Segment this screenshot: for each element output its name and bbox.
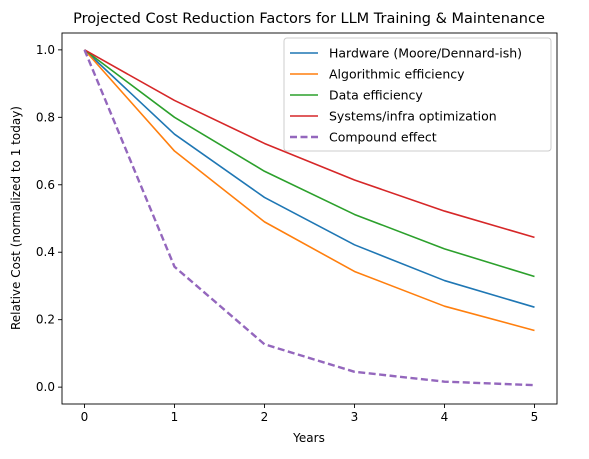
legend-label-3: Systems/infra optimization	[329, 109, 497, 124]
legend-label-2: Data efficiency	[329, 88, 423, 103]
x-tick-label: 3	[351, 410, 359, 424]
y-tick-label: 0.2	[36, 313, 55, 327]
y-tick-label: 1.0	[36, 43, 55, 57]
x-tick-label: 2	[261, 410, 269, 424]
x-tick-label: 4	[441, 410, 449, 424]
legend: Hardware (Moore/Dennard-ish) Algorithmic …	[283, 37, 552, 152]
series-line-2	[84, 49, 535, 278]
x-tick-label: 1	[171, 410, 179, 424]
series-line-3	[84, 49, 535, 239]
legend-box	[283, 37, 552, 152]
legend-label-0: Hardware (Moore/Dennard-ish)	[329, 46, 522, 61]
y-tick-label: 0.0	[36, 380, 55, 394]
x-tick-label: 5	[531, 410, 539, 424]
legend-label-1: Algorithmic efficiency	[329, 67, 465, 82]
series-line-0	[83, 49, 535, 308]
y-tick-label: 0.4	[36, 245, 55, 259]
series-line-1	[83, 49, 535, 332]
series-line-4	[83, 49, 535, 387]
chart-title: Projected Cost Reduction Factors for LLM…	[73, 11, 545, 27]
y-axis-label: Relative Cost (normalized to 1 today)	[9, 106, 23, 330]
axes: 0 1 2 3 4 5 0.0 0.2 0.4 0.6 0.8 1.0	[36, 32, 558, 424]
axes-frame	[61, 32, 558, 405]
y-tick-label: 0.6	[36, 178, 55, 192]
legend-label-4: Compound effect	[329, 130, 437, 145]
plot-area	[83, 49, 535, 387]
y-tick-label: 0.8	[36, 110, 55, 124]
x-tick-label: 0	[81, 410, 89, 424]
x-axis-label: Years	[292, 431, 325, 445]
